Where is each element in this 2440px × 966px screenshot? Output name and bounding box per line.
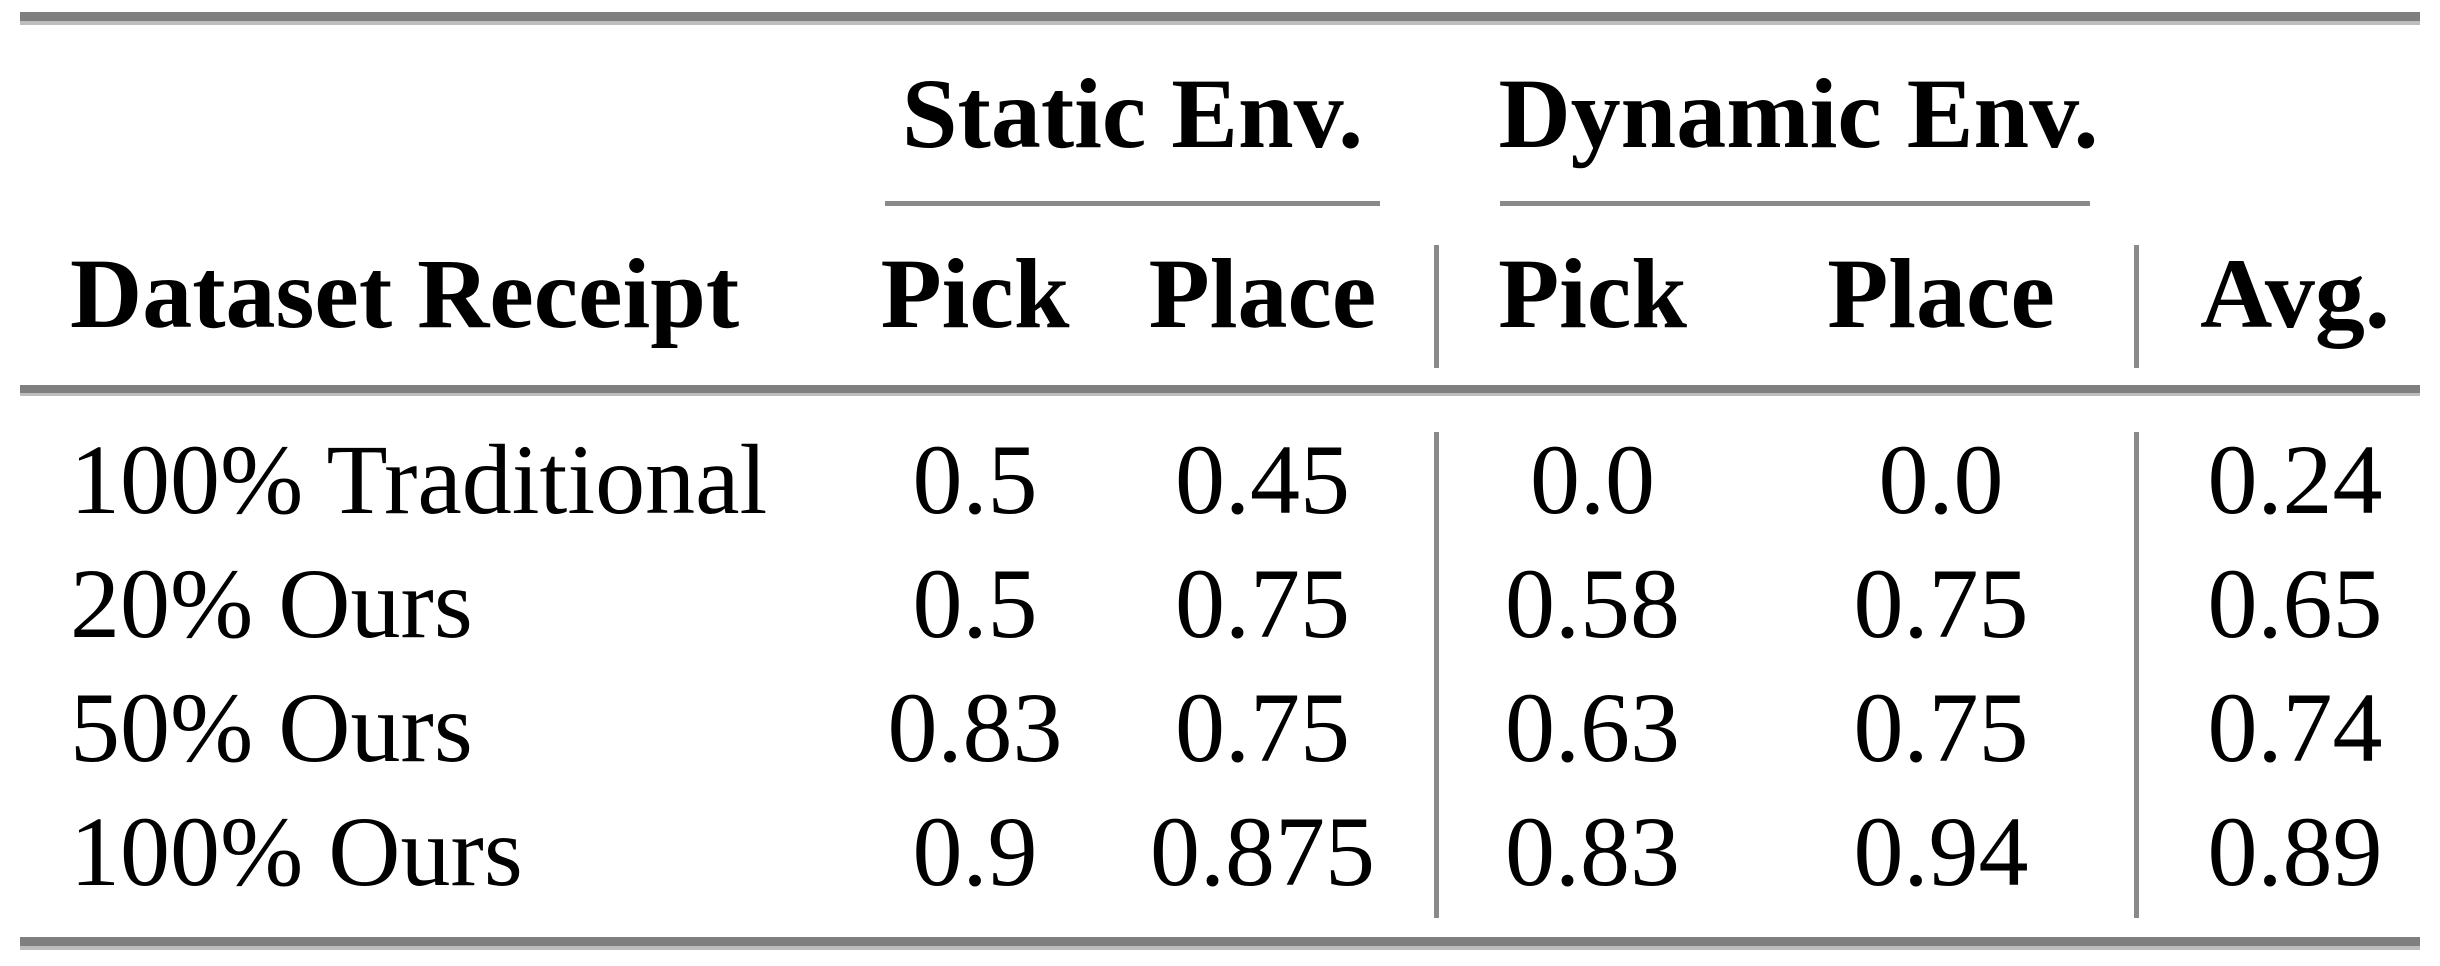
vertical-separator-avg-body [2134, 432, 2139, 918]
data-table: 100% Traditional 0.5 0.45 0.0 0.0 0.24 2… [20, 418, 2420, 914]
cell-dynamic-place: 0.75 [1853, 548, 2029, 659]
bottom-rule [20, 937, 2420, 950]
cell-avg: 0.74 [2207, 672, 2383, 783]
cell-avg: 0.65 [2207, 548, 2383, 659]
dynamic-group-underline [1500, 201, 2090, 206]
header-separator-rule [20, 385, 2420, 396]
col-header-dataset-receipt: Dataset Receipt [70, 238, 740, 349]
cell-dynamic-place: 0.0 [1878, 424, 2004, 535]
col-header-dynamic-place: Place [1827, 238, 2055, 349]
group-header-spacer [2132, 24, 2420, 203]
col-header-dynamic-pick: Pick [1498, 238, 1687, 349]
cell-static-place: 0.45 [1175, 424, 1350, 535]
col-header-avg: Avg. [2200, 238, 2390, 349]
table-row: 20% Ours 0.5 0.75 0.58 0.75 0.65 [20, 542, 2420, 666]
table-row: 50% Ours 0.83 0.75 0.63 0.75 0.74 [20, 666, 2420, 790]
header-table: Static Env. Dynamic Env. Dataset Receipt… [20, 24, 2420, 385]
cell-dynamic-pick: 0.83 [1505, 796, 1680, 907]
cell-dynamic-pick: 0.0 [1530, 424, 1655, 535]
row-label: 50% Ours [70, 672, 473, 783]
static-group-underline [885, 201, 1380, 206]
col-header-static-place: Place [1148, 238, 1377, 349]
cell-static-pick: 0.5 [912, 548, 1038, 659]
dynamic-env-group-header: Dynamic Env. [1498, 57, 2099, 169]
group-header-row: Static Env. Dynamic Env. [20, 24, 2420, 203]
column-header-row: Dataset Receipt Pick Place Pick Place Av… [20, 203, 2420, 385]
cell-dynamic-place: 0.94 [1853, 796, 2029, 907]
cell-static-pick: 0.83 [887, 672, 1063, 783]
cell-static-place: 0.75 [1175, 672, 1350, 783]
cell-static-place: 0.875 [1150, 796, 1375, 907]
cell-dynamic-pick: 0.58 [1505, 548, 1680, 659]
group-header-spacer [20, 24, 860, 203]
static-env-group-header: Static Env. [901, 57, 1364, 169]
cell-static-pick: 0.5 [912, 424, 1038, 535]
col-header-static-pick: Pick [880, 238, 1070, 349]
row-label: 20% Ours [70, 548, 473, 659]
table-row: 100% Ours 0.9 0.875 0.83 0.94 0.89 [20, 790, 2420, 914]
row-label: 100% Ours [70, 796, 523, 907]
vertical-separator-avg-header [2134, 245, 2139, 368]
vertical-separator-static-dynamic-body [1434, 432, 1439, 918]
top-rule [20, 12, 2420, 25]
row-label: 100% Traditional [70, 424, 768, 535]
table-row: 100% Traditional 0.5 0.45 0.0 0.0 0.24 [20, 418, 2420, 542]
cell-static-place: 0.75 [1175, 548, 1350, 659]
cell-dynamic-place: 0.75 [1853, 672, 2029, 783]
cell-static-pick: 0.9 [912, 796, 1038, 907]
cell-avg: 0.89 [2207, 796, 2383, 907]
cell-avg: 0.24 [2207, 424, 2383, 535]
cell-dynamic-pick: 0.63 [1505, 672, 1680, 783]
vertical-separator-static-dynamic-header [1434, 245, 1439, 368]
